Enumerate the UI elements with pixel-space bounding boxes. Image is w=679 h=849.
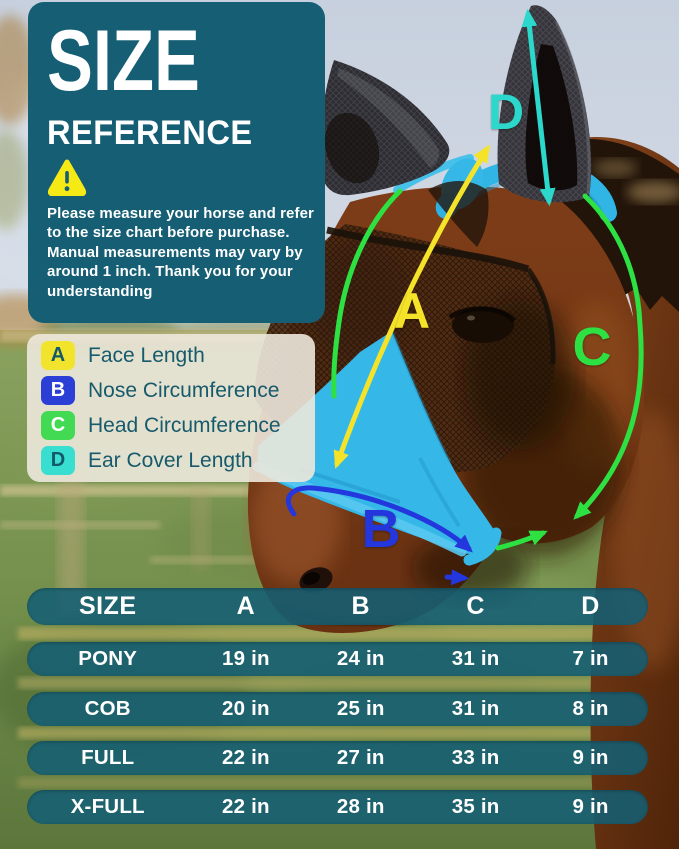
row-value: 20 in <box>222 697 270 720</box>
row-size-name: COB <box>84 697 131 720</box>
row-value: 27 in <box>336 746 385 769</box>
row-value: 9 in <box>572 795 609 818</box>
row-value: 22 in <box>222 795 270 818</box>
row-value: 33 in <box>451 746 500 769</box>
nose-circumference-arrow-small <box>444 569 470 586</box>
row-value: 9 in <box>572 746 609 769</box>
ear-cover-arrow <box>521 8 556 207</box>
size-table-row-cob: COB 20 in 25 in 31 in 8 in <box>27 692 648 726</box>
nostril <box>299 567 333 593</box>
warning-icon <box>47 159 87 196</box>
row-size-name: PONY <box>78 647 138 670</box>
legend-item-nose-circumference: B Nose Circumference <box>41 376 315 405</box>
annotation-letter-b: B <box>361 499 401 559</box>
note-line: around 1 inch. Thank you for your <box>47 263 293 281</box>
note-line: to the size chart before purchase. <box>47 224 290 242</box>
legend-label: Ear Cover Length <box>88 448 253 472</box>
info-panel: SIZE REFERENCE Please measure your horse… <box>28 2 325 323</box>
legend-badge-c: C <box>41 411 75 440</box>
annotation-letter-d: D <box>487 84 525 140</box>
legend-item-ear-cover-length: D Ear Cover Length <box>41 446 315 475</box>
nose-circumference-arc <box>286 485 473 553</box>
legend-label: Face Length <box>88 343 205 367</box>
note-line: Please measure your horse and refer <box>47 205 314 222</box>
page-title: SIZE <box>47 13 200 109</box>
size-table-row-x-full: X-FULL 22 in 28 in 35 in 9 in <box>27 790 648 824</box>
size-table-row-pony: PONY 19 in 24 in 31 in 7 in <box>27 642 648 676</box>
row-value: 31 in <box>451 697 500 720</box>
size-table-header: SIZE A B C D <box>27 588 648 625</box>
legend-item-head-circumference: C Head Circumference <box>41 411 315 440</box>
row-value: 35 in <box>451 795 500 818</box>
row-value: 19 in <box>222 647 270 670</box>
legend-badge-a: A <box>41 341 75 370</box>
row-value: 28 in <box>336 795 385 818</box>
horse-body <box>538 136 679 849</box>
head-circumference-arc-right <box>573 193 644 520</box>
row-value: 7 in <box>572 647 609 670</box>
row-value: 8 in <box>572 697 609 720</box>
size-table-row-full: FULL 22 in 27 in 33 in 9 in <box>27 741 648 775</box>
row-value: 31 in <box>451 647 500 670</box>
annotation-letter-c: C <box>572 317 612 377</box>
col-header-b: B <box>351 592 371 620</box>
row-size-name: FULL <box>81 746 135 769</box>
annotation-letter-a: A <box>393 283 431 339</box>
head-circumference-arc-left <box>331 188 403 399</box>
legend-badge-b: B <box>41 376 75 405</box>
measurement-arrows <box>286 8 644 586</box>
note-line: Manual measurements may vary by <box>47 243 303 261</box>
row-value: 22 in <box>222 746 270 769</box>
legend-label: Head Circumference <box>88 413 281 437</box>
face-length-arrow <box>333 144 490 469</box>
page-subtitle: REFERENCE <box>47 114 253 152</box>
col-header-c: C <box>466 592 485 620</box>
legend-label: Nose Circumference <box>88 378 280 402</box>
col-header-d: D <box>581 592 600 620</box>
legend-item-face-length: A Face Length <box>41 341 315 370</box>
row-value: 25 in <box>336 697 385 720</box>
note-line: understanding <box>47 282 153 300</box>
measurement-legend: A Face Length B Nose Circumference C Hea… <box>27 334 315 482</box>
col-header-size: SIZE <box>78 592 137 620</box>
row-value: 24 in <box>336 647 385 670</box>
row-size-name: X-FULL <box>70 795 145 818</box>
measure-note: Please measure your horse and refer to t… <box>47 204 319 301</box>
legend-badge-d: D <box>41 446 75 475</box>
col-header-a: A <box>236 592 256 620</box>
head-circumference-arc-bottom <box>495 530 548 551</box>
